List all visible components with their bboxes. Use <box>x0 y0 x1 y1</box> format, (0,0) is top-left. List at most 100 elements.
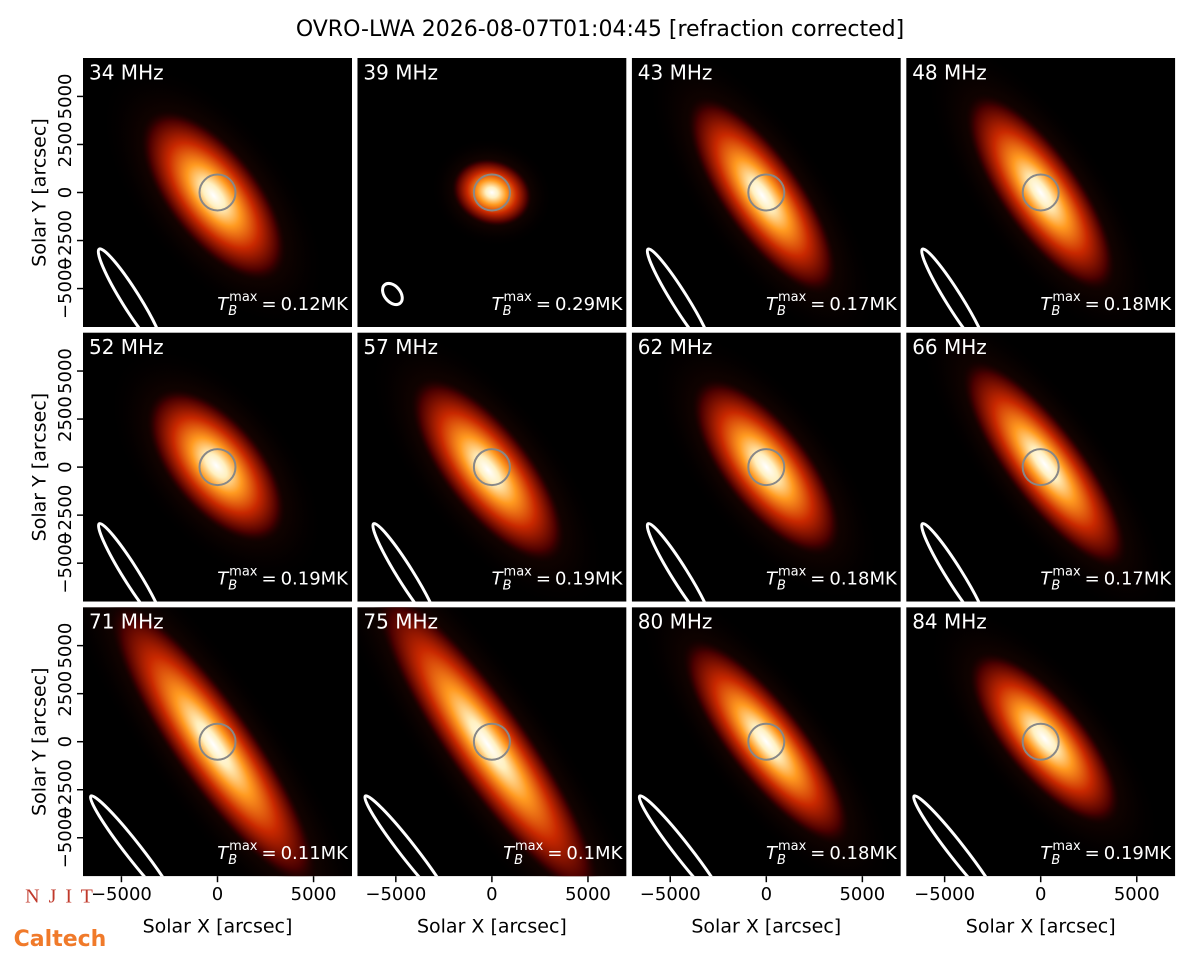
panel-image <box>906 332 1176 602</box>
beam <box>363 794 454 877</box>
emission <box>963 91 1118 294</box>
panel: 39 MHz TBmax = 0.29MK <box>357 58 627 327</box>
beam <box>381 281 404 307</box>
tb-part: = <box>810 294 825 315</box>
panel: 52 MHz TBmax = 0.19MK −5000−2500 0 25005000Sol… <box>29 332 352 602</box>
beam <box>645 522 714 602</box>
tb-label: TBmax = 0.11MK <box>217 839 349 868</box>
panel: 34 MHz TBmax = 0.12MK −5000−2500 0 25005000Sol… <box>29 58 352 327</box>
tb-part: B <box>503 304 512 319</box>
emission <box>966 650 1123 827</box>
x-axis-label: Solar X [arcsec] <box>691 916 841 938</box>
tb-part: B <box>1051 304 1060 319</box>
tb-label: TBmax = 0.19MK <box>1040 839 1172 868</box>
tb-label: TBmax = 0.19MK <box>492 564 624 593</box>
tb-part: T <box>766 294 779 315</box>
emission <box>960 357 1130 571</box>
tb-label: TBmax = 0.1MK <box>503 839 624 868</box>
tb-part: = <box>810 843 825 864</box>
y-tick-label: −5000 <box>55 258 76 319</box>
tb-part: 0.19MK <box>555 569 624 590</box>
x-tick-label: 5000 <box>291 884 337 905</box>
beam <box>920 247 989 327</box>
panel: 48 MHz TBmax = 0.18MK <box>906 58 1176 327</box>
x-tick-label: 5000 <box>839 884 885 905</box>
tb-part: = <box>536 569 551 590</box>
x-axis-label: Solar X [arcsec] <box>417 916 567 938</box>
tb-label: TBmax = 0.29MK <box>492 290 624 319</box>
beam <box>96 247 166 327</box>
tb-part: 0.17MK <box>1104 569 1173 590</box>
tb-part: max <box>1052 839 1081 854</box>
tb-part: = <box>810 569 825 590</box>
tb-part: max <box>229 839 258 854</box>
tb-part: = <box>1085 843 1100 864</box>
panel-image <box>906 607 1176 877</box>
panel-image <box>631 332 901 602</box>
tb-part: 0.29MK <box>555 294 624 315</box>
tb-part: T <box>1040 294 1053 315</box>
tb-part: B <box>777 578 786 593</box>
tb-part: 0.17MK <box>829 294 898 315</box>
y-tick-label: 5000 <box>55 74 76 120</box>
tb-part: T <box>1040 843 1053 864</box>
tb-label: TBmax = 0.12MK <box>217 290 349 319</box>
tb-label: TBmax = 0.18MK <box>1040 290 1172 319</box>
solar-disk <box>1021 722 1060 761</box>
panel-image <box>631 58 901 327</box>
x-tick-label: 5000 <box>565 884 611 905</box>
solar-disk <box>747 448 786 487</box>
frequency-label: 39 MHz <box>363 61 438 85</box>
tb-part: max <box>504 290 533 305</box>
frequency-label: 84 MHz <box>912 610 987 634</box>
frequency-label: 57 MHz <box>363 335 438 359</box>
emission <box>107 607 320 877</box>
solar-disk <box>472 448 511 487</box>
frequency-label: 75 MHz <box>363 610 438 634</box>
logo-caltech: Caltech <box>14 927 107 952</box>
tb-part: T <box>766 569 779 590</box>
y-axis-label: Solar Y [arcsec] <box>29 118 51 266</box>
tb-part: = <box>1085 569 1100 590</box>
x-tick-label: −5000 <box>91 884 152 905</box>
tb-part: B <box>228 578 237 593</box>
emission <box>680 636 853 848</box>
y-tick-label: −5000 <box>55 533 76 594</box>
solar-disk <box>1021 173 1060 212</box>
y-tick-label: 5000 <box>55 623 76 669</box>
y-tick-label: −5000 <box>55 807 76 868</box>
tb-part: 0.11MK <box>281 843 350 864</box>
emission <box>138 107 289 284</box>
x-tick-label: −5000 <box>914 884 975 905</box>
x-tick-label: 5000 <box>1114 884 1160 905</box>
x-tick-label: 0 <box>486 884 497 905</box>
solar-disk <box>198 722 237 761</box>
y-tick-label: 2500 <box>55 671 76 717</box>
panel: 80 MHz TBmax = 0.18MK −5000 0 5000 Solar X [arc… <box>631 607 901 938</box>
y-axis-label: Solar Y [arcsec] <box>29 667 51 815</box>
emission <box>450 157 534 228</box>
tb-part: T <box>217 569 230 590</box>
x-tick-label: 0 <box>761 884 772 905</box>
emission <box>685 94 840 297</box>
tb-part: B <box>1051 853 1060 868</box>
beam <box>920 522 989 602</box>
tb-part: max <box>778 839 807 854</box>
beam <box>371 522 440 602</box>
y-tick-label: −2500 <box>55 759 76 820</box>
beam <box>645 247 714 327</box>
beam <box>637 794 728 877</box>
x-axis-label: Solar X [arcsec] <box>966 916 1116 938</box>
tb-part: 0.19MK <box>1104 843 1173 864</box>
panel: 57 MHz TBmax = 0.19MK <box>357 332 627 602</box>
tb-part: B <box>503 578 512 593</box>
tb-part: 0.18MK <box>1104 294 1173 315</box>
tb-part: B <box>228 304 237 319</box>
tb-label: TBmax = 0.18MK <box>766 839 898 868</box>
x-tick-label: −5000 <box>365 884 426 905</box>
emission <box>373 607 603 877</box>
tb-part: B <box>514 853 523 868</box>
y-tick-label: 0 <box>55 736 76 747</box>
tb-part: T <box>1040 569 1053 590</box>
